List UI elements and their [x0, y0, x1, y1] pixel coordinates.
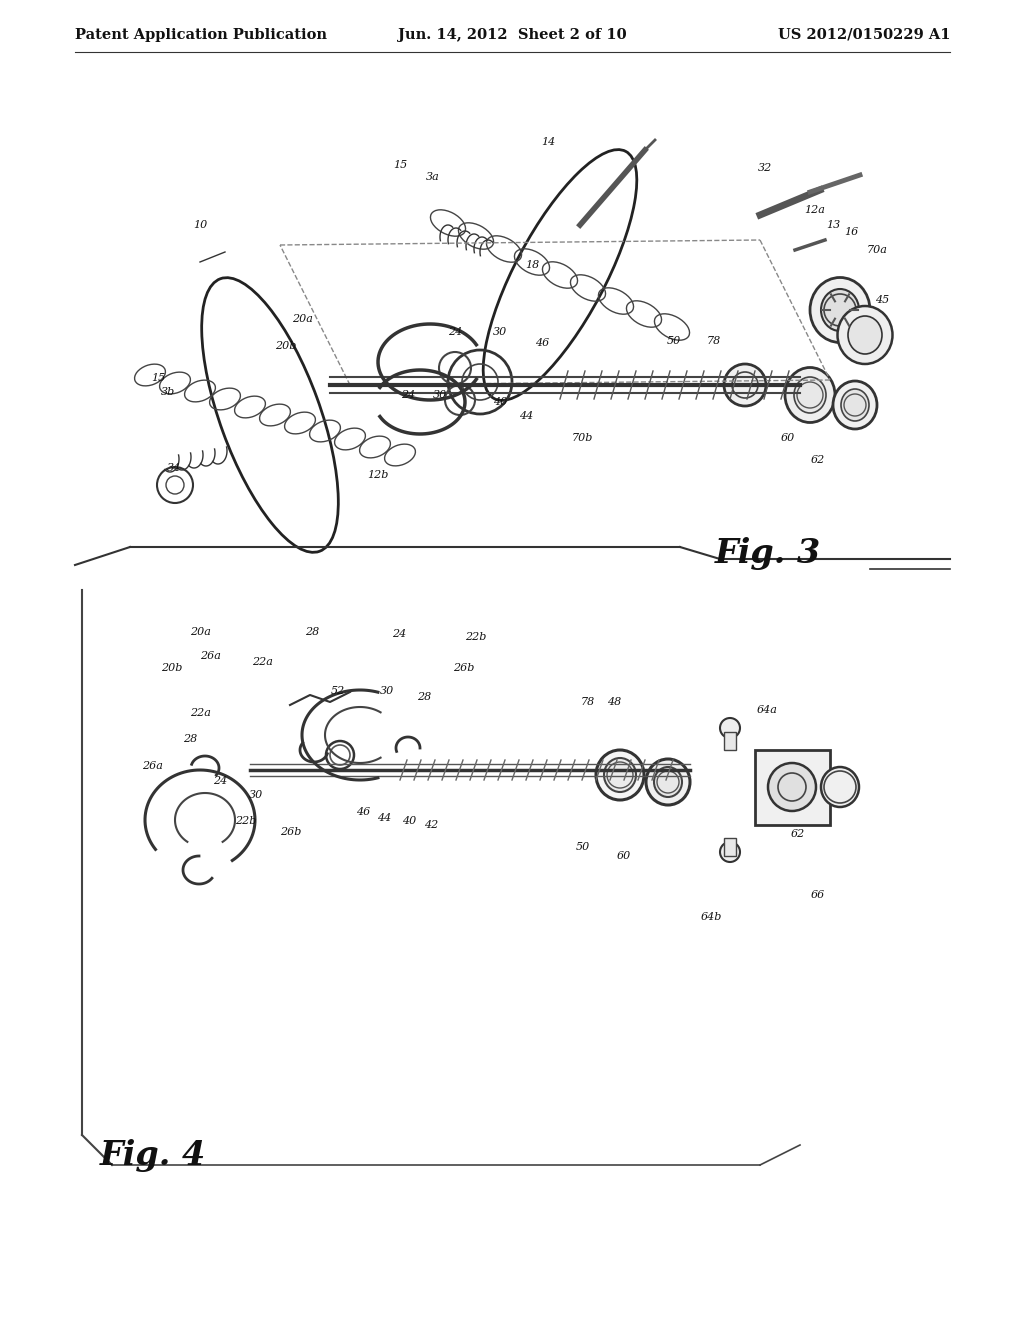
- Text: 70a: 70a: [866, 246, 888, 255]
- Text: 24: 24: [213, 776, 227, 785]
- Text: 32: 32: [758, 162, 772, 173]
- Ellipse shape: [838, 306, 893, 364]
- Text: 20b: 20b: [275, 341, 297, 351]
- Text: 28: 28: [417, 692, 431, 702]
- Text: Fig. 4: Fig. 4: [100, 1138, 206, 1172]
- Ellipse shape: [841, 389, 869, 421]
- Text: 50: 50: [575, 842, 590, 851]
- Text: 12a: 12a: [805, 205, 825, 215]
- Text: Fig. 3: Fig. 3: [715, 536, 821, 569]
- Text: 22a: 22a: [252, 657, 272, 667]
- Text: 46: 46: [356, 807, 370, 817]
- Text: 20a: 20a: [292, 314, 312, 323]
- Text: 22a: 22a: [189, 708, 211, 718]
- Text: 20b: 20b: [162, 663, 182, 673]
- Text: 22b: 22b: [465, 632, 486, 642]
- Text: 12b: 12b: [368, 470, 389, 480]
- Text: 44: 44: [519, 411, 534, 421]
- Bar: [755, 750, 830, 825]
- Ellipse shape: [646, 759, 690, 805]
- Text: 34: 34: [167, 463, 181, 473]
- Text: 3b: 3b: [161, 387, 175, 397]
- Text: 15: 15: [393, 160, 408, 170]
- Text: 50: 50: [667, 337, 681, 346]
- Text: 78: 78: [581, 697, 595, 708]
- Text: 20a: 20a: [189, 627, 211, 638]
- Text: 45: 45: [874, 294, 889, 305]
- Text: 60: 60: [616, 851, 631, 861]
- Ellipse shape: [785, 367, 835, 422]
- Text: 60: 60: [781, 433, 795, 444]
- Text: 30: 30: [249, 789, 263, 800]
- Text: 28: 28: [305, 627, 319, 638]
- Text: 66: 66: [811, 890, 825, 900]
- Circle shape: [720, 842, 740, 862]
- Text: 26a: 26a: [141, 762, 163, 771]
- Circle shape: [768, 763, 816, 810]
- Text: 14: 14: [541, 137, 555, 147]
- Ellipse shape: [821, 767, 859, 807]
- Text: Patent Application Publication: Patent Application Publication: [75, 28, 327, 42]
- Text: 15: 15: [151, 374, 165, 383]
- Text: 10: 10: [193, 220, 207, 230]
- Text: 16: 16: [844, 227, 858, 238]
- Ellipse shape: [604, 758, 636, 792]
- Text: 13: 13: [826, 220, 840, 230]
- Ellipse shape: [810, 277, 870, 342]
- Ellipse shape: [724, 364, 766, 407]
- Text: 40: 40: [493, 397, 507, 407]
- Ellipse shape: [821, 289, 859, 331]
- Text: 70b: 70b: [571, 433, 593, 444]
- Text: 64a: 64a: [757, 705, 777, 715]
- Text: 30: 30: [433, 389, 447, 400]
- Text: 30: 30: [493, 327, 507, 337]
- Text: 22b: 22b: [236, 816, 257, 826]
- Text: US 2012/0150229 A1: US 2012/0150229 A1: [777, 28, 950, 42]
- Text: 62: 62: [791, 829, 805, 840]
- Text: Jun. 14, 2012  Sheet 2 of 10: Jun. 14, 2012 Sheet 2 of 10: [397, 28, 627, 42]
- Text: 62: 62: [811, 455, 825, 465]
- Text: 78: 78: [707, 337, 721, 346]
- Text: 24: 24: [447, 327, 462, 337]
- Text: 3a: 3a: [426, 172, 440, 182]
- Text: 46: 46: [535, 338, 549, 348]
- Text: 28: 28: [183, 734, 198, 744]
- Bar: [724, 733, 736, 750]
- Circle shape: [720, 718, 740, 738]
- Text: 42: 42: [424, 820, 438, 830]
- Bar: [724, 838, 736, 855]
- Text: 26b: 26b: [454, 663, 475, 673]
- Text: 44: 44: [377, 813, 391, 822]
- Text: 26b: 26b: [281, 828, 302, 837]
- Text: 18: 18: [525, 260, 539, 271]
- Ellipse shape: [833, 381, 877, 429]
- Ellipse shape: [794, 378, 826, 413]
- Text: 64b: 64b: [700, 912, 722, 921]
- Text: 26a: 26a: [200, 651, 220, 661]
- Text: 24: 24: [400, 389, 415, 400]
- Ellipse shape: [848, 315, 882, 354]
- Text: 48: 48: [607, 697, 622, 708]
- Text: 30: 30: [380, 686, 394, 696]
- Ellipse shape: [596, 750, 644, 800]
- Text: 52: 52: [331, 686, 345, 696]
- Text: 24: 24: [392, 630, 407, 639]
- Text: 40: 40: [401, 816, 416, 826]
- Ellipse shape: [654, 767, 682, 797]
